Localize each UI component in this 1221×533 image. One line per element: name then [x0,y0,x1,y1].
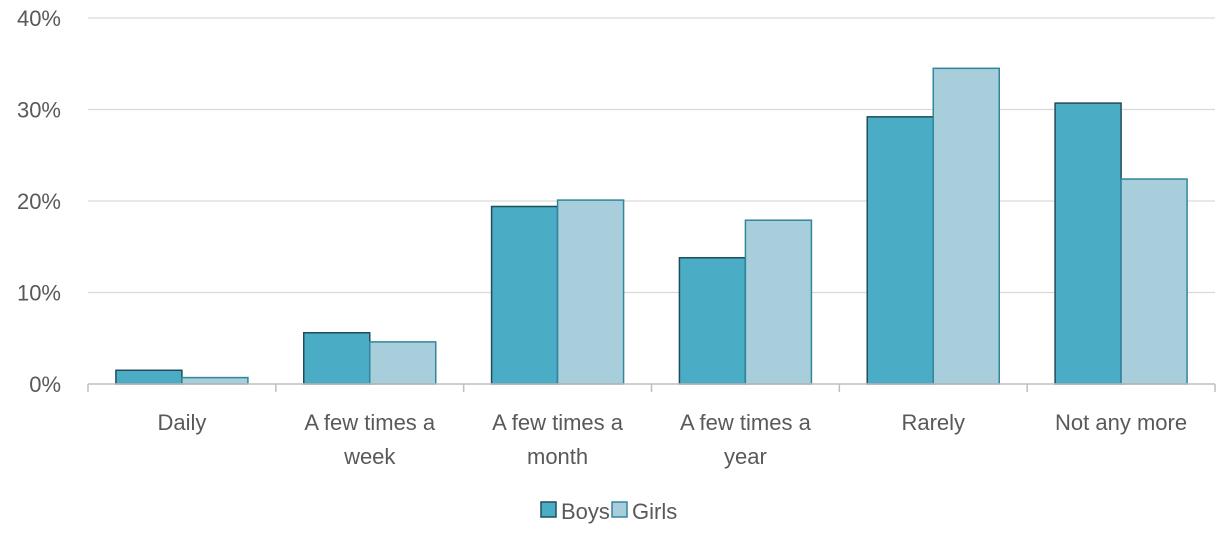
gridlines [88,17,1215,294]
bar-boys-6 [1054,102,1122,385]
x-tick-label: A few times a year [680,410,812,469]
y-axis: 0% 10% 20% 30% 40% [17,6,61,397]
bars [115,67,1188,385]
bar-boys-5 [866,116,934,385]
x-tick-label: Rarely [901,410,965,435]
bar-boys-1 [115,369,183,385]
bar-girls-6 [1120,178,1188,385]
y-tick-label: 10% [17,281,61,306]
legend: Boys Girls [540,499,677,524]
x-tick-label: Not any more [1055,410,1187,435]
bar-girls-2 [369,341,437,385]
x-axis: Daily A few times a week A few times a month… [87,383,1216,469]
x-tick-label: Daily [157,410,206,435]
x-tick-label: A few times a week [304,410,436,469]
bar-girls-3 [556,199,625,385]
y-tick-label: 20% [17,189,61,214]
bar-girls-4 [744,219,813,385]
legend-label-girls: Girls [632,499,677,524]
legend-swatch-boys [540,501,557,518]
bar-girls-1 [181,376,249,385]
legend-swatch-girls [611,501,628,518]
bar-girls-5 [932,67,1000,385]
y-tick-label: 40% [17,6,61,31]
bar-boys-2 [303,332,371,385]
bar-boys-3 [490,205,559,385]
y-tick-label: 0% [29,372,61,397]
bar-boys-4 [678,256,747,385]
legend-label-boys: Boys [561,499,610,524]
x-tick-label: A few times a month [492,410,624,469]
y-tick-label: 30% [17,98,61,123]
